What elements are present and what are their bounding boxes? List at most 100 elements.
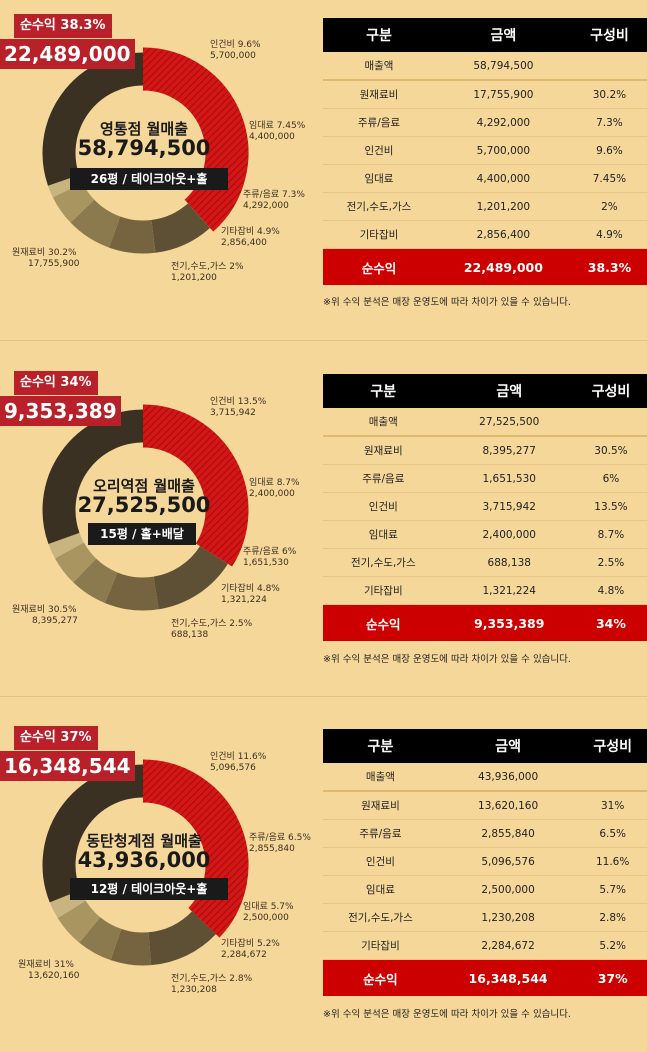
col-ratio: 구성비 bbox=[571, 18, 647, 52]
monthly-revenue: 27,525,500 bbox=[77, 493, 211, 517]
finance-table: 구분 금액 구성비 매출액 43,936,000 원재료비 13,620,160 31… bbox=[323, 729, 647, 996]
donut-chart bbox=[42, 47, 249, 254]
col-category: 구분 bbox=[323, 18, 435, 52]
donut-slice bbox=[57, 900, 101, 943]
col-amount: 금액 bbox=[434, 18, 572, 52]
callout-misc: 기타잡비 5.2% 2,284,672 bbox=[221, 939, 280, 960]
callout-misc: 기타잡비 4.9% 2,856,400 bbox=[221, 227, 280, 248]
donut-slice bbox=[52, 182, 95, 223]
donut-slice bbox=[142, 47, 249, 232]
donut-slice bbox=[54, 541, 97, 583]
table-row: 임대료 4,400,000 7.45% bbox=[323, 164, 647, 193]
table-row: 임대료 2,500,000 5.7% bbox=[323, 875, 647, 904]
monthly-revenue: 58,794,500 bbox=[77, 136, 211, 160]
net-profit-row: 순수익 16,348,544 37% bbox=[323, 959, 647, 996]
table-row: 매출액 58,794,500 bbox=[323, 52, 647, 81]
table-row: 주류/음료 2,855,840 6.5% bbox=[323, 819, 647, 848]
donut-slice bbox=[142, 404, 249, 567]
donut-slice bbox=[49, 889, 86, 919]
col-amount: 금액 bbox=[437, 729, 579, 763]
callout-labor: 인건비 9.6% 5,700,000 bbox=[210, 40, 261, 61]
callout-drinks: 주류/음료 7.3% 4,292,000 bbox=[243, 190, 305, 211]
col-category: 구분 bbox=[323, 729, 438, 763]
section-divider bbox=[0, 340, 647, 341]
net-profit-amount: 22,489,000 bbox=[0, 39, 135, 69]
table-header-row: 구분 금액 구성비 bbox=[323, 374, 647, 408]
callout-misc: 기타잡비 4.8% 1,321,224 bbox=[221, 584, 280, 605]
net-profit-badge: 순수익 37% bbox=[14, 726, 98, 750]
donut-slice bbox=[48, 532, 84, 559]
net-profit-badge: 순수익 34% bbox=[14, 371, 98, 395]
store-section-yeongtong: 순수익 38.3% 22,489,000 영통점 월매출 58,794,500 … bbox=[0, 0, 647, 340]
store-spec-badge: 12평 / 테이크아웃+홀 bbox=[70, 878, 228, 900]
store-title: 동탄청계점 월매출 bbox=[86, 832, 202, 850]
net-profit-row: 순수익 9,353,389 34% bbox=[323, 604, 647, 641]
table-row: 매출액 43,936,000 bbox=[323, 763, 647, 792]
donut-slice bbox=[150, 202, 210, 253]
table-row: 매출액 27,525,500 bbox=[323, 408, 647, 437]
callout-labor: 인건비 11.6% 5,096,576 bbox=[210, 752, 267, 773]
store-section-dongtan: 순수익 37% 16,348,544 동탄청계점 월매출 43,936,000 … bbox=[0, 712, 647, 1052]
finance-table: 구분 금액 구성비 매출액 58,794,500 원재료비 17,755,900 30… bbox=[323, 18, 647, 285]
donut-slice bbox=[47, 174, 83, 198]
callout-rent: 임대료 7.45% 4,400,000 bbox=[249, 121, 306, 142]
table-row: 원재료비 8,395,277 30.5% bbox=[323, 436, 647, 465]
col-category: 구분 bbox=[323, 374, 444, 408]
net-profit-badge: 순수익 38.3% bbox=[14, 14, 112, 38]
table-row: 인건비 5,700,000 9.6% bbox=[323, 136, 647, 165]
table-row: 전기,수도,가스 1,230,208 2.8% bbox=[323, 903, 647, 932]
callout-ingredients: 원재료비 30.2% 17,755,900 bbox=[12, 248, 80, 269]
donut-slice bbox=[110, 928, 152, 966]
store-title: 오리역점 월매출 bbox=[93, 477, 195, 495]
donut-chart bbox=[42, 404, 249, 611]
net-profit-amount: 9,353,389 bbox=[0, 396, 121, 426]
store-spec-badge: 26평 / 테이크아웃+홀 bbox=[70, 168, 228, 190]
donut-slice bbox=[73, 558, 118, 603]
donut-slice bbox=[42, 764, 144, 903]
table-row: 전기,수도,가스 688,138 2.5% bbox=[323, 548, 647, 577]
callout-ingredients: 원재료비 30.5% 8,395,277 bbox=[12, 605, 78, 626]
store-title: 영통점 월매출 bbox=[99, 120, 189, 138]
col-ratio: 구성비 bbox=[578, 729, 647, 763]
table-header-row: 구분 금액 구성비 bbox=[323, 729, 647, 763]
table-row: 주류/음료 1,651,530 6% bbox=[323, 464, 647, 493]
callout-utilities: 전기,수도,가스 2.8% 1,230,208 bbox=[171, 974, 253, 995]
callout-ingredients: 원재료비 31% 13,620,160 bbox=[18, 960, 80, 981]
table-row: 주류/음료 4,292,000 7.3% bbox=[323, 108, 647, 137]
table-row: 기타잡비 2,856,400 4.9% bbox=[323, 220, 647, 249]
table-row: 임대료 2,400,000 8.7% bbox=[323, 520, 647, 549]
callout-labor: 인건비 13.5% 3,715,942 bbox=[210, 397, 267, 418]
store-section-ori: 순수익 34% 9,353,389 오리역점 월매출 27,525,500 15… bbox=[0, 357, 647, 697]
finance-table: 구분 금액 구성비 매출액 27,525,500 원재료비 8,395,277 30.… bbox=[323, 374, 647, 641]
table-row: 기타잡비 1,321,224 4.8% bbox=[323, 576, 647, 605]
disclaimer-note: ※위 수익 분석은 매장 운영도에 따라 차이가 있을 수 있습니다. bbox=[323, 654, 571, 665]
donut-slice bbox=[42, 409, 144, 545]
donut-slice bbox=[147, 910, 216, 966]
store-spec-badge: 15평 / 홀+배달 bbox=[88, 523, 196, 545]
callout-utilities: 전기,수도,가스 2.5% 688,138 bbox=[171, 619, 253, 640]
callout-drinks: 주류/음료 6.5% 2,855,840 bbox=[249, 833, 311, 854]
table-row: 원재료비 13,620,160 31% bbox=[323, 791, 647, 820]
net-profit-row: 순수익 22,489,000 38.3% bbox=[323, 248, 647, 285]
monthly-revenue: 43,936,000 bbox=[77, 848, 211, 872]
donut-slice bbox=[104, 572, 159, 611]
section-divider bbox=[0, 696, 647, 697]
donut-slice bbox=[79, 916, 122, 961]
donut-slice bbox=[152, 545, 228, 610]
donut-slice bbox=[109, 216, 156, 254]
table-row: 원재료비 17,755,900 30.2% bbox=[323, 80, 647, 109]
table-header-row: 구분 금액 구성비 bbox=[323, 18, 647, 52]
table-row: 인건비 5,096,576 11.6% bbox=[323, 847, 647, 876]
net-profit-amount: 16,348,544 bbox=[0, 751, 135, 781]
table-row: 인건비 3,715,942 13.5% bbox=[323, 492, 647, 521]
table-row: 전기,수도,가스 1,201,200 2% bbox=[323, 192, 647, 221]
disclaimer-note: ※위 수익 분석은 매장 운영도에 따라 차이가 있을 수 있습니다. bbox=[323, 1009, 571, 1020]
callout-rent: 임대료 5.7% 2,500,000 bbox=[243, 902, 294, 923]
disclaimer-note: ※위 수익 분석은 매장 운영도에 따라 차이가 있을 수 있습니다. bbox=[323, 297, 571, 308]
table-row: 기타잡비 2,284,672 5.2% bbox=[323, 931, 647, 960]
callout-rent: 임대료 8.7% 2,400,000 bbox=[249, 478, 300, 499]
donut-slice bbox=[42, 52, 144, 186]
col-amount: 금액 bbox=[443, 374, 575, 408]
col-ratio: 구성비 bbox=[574, 374, 647, 408]
callout-utilities: 전기,수도,가스 2% 1,201,200 bbox=[171, 262, 244, 283]
